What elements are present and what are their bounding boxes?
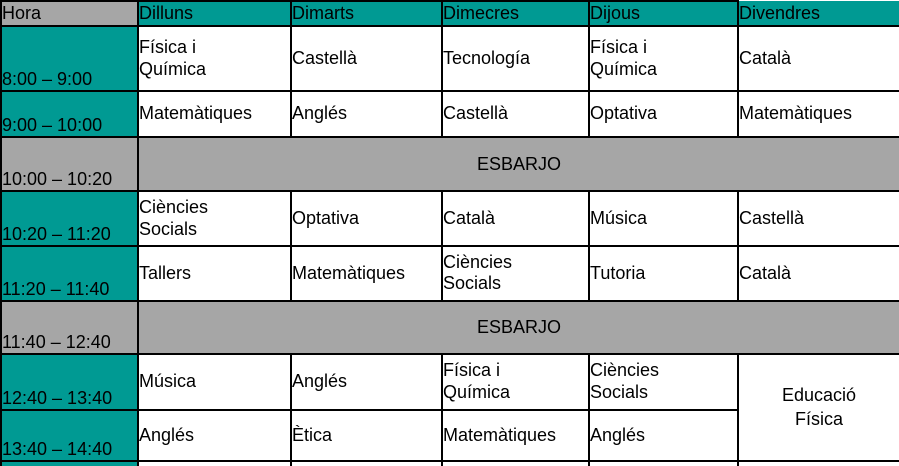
cutoff-time-cell [0, 459, 139, 466]
cutoff-cell [441, 459, 590, 466]
row-break-1: 10:00 – 10:20 ESBARJO [0, 135, 899, 193]
subject-cell: Ciències Socials [588, 352, 739, 412]
subject-cell: Matemàtiques [441, 409, 590, 462]
row-cutoff-sliver [0, 459, 899, 466]
subject-cell: Català [441, 190, 590, 248]
subject-cell: Optativa [290, 190, 443, 248]
time-cell: 11:40 – 12:40 [0, 299, 139, 355]
subject-cell: Física i Química [137, 25, 292, 93]
subject-cell: Anglés [290, 90, 443, 138]
break-cell-esbarjo: ESBARJO [137, 299, 899, 355]
subject-cell: Música [588, 190, 739, 248]
cutoff-cell [290, 459, 443, 466]
cutoff-cell [737, 459, 899, 466]
subject-cell: Ciències Socials [441, 245, 590, 302]
cutoff-cell [588, 459, 739, 466]
subject-cell: Tallers [137, 245, 292, 302]
subject-cell: Optativa [588, 90, 739, 138]
header-cell-hora: Hora [0, 0, 139, 28]
subject-cell: Física i Química [441, 352, 590, 412]
subject-cell: Castellà [441, 90, 590, 138]
subject-cell: Tutoria [588, 245, 739, 302]
subject-cell: Castellà [290, 25, 443, 93]
subject-cell: Matemàtiques [290, 245, 443, 302]
row-1240-1340: 12:40 – 13:40 Música Anglés Física i Quí… [0, 352, 899, 462]
subject-cell: Música [137, 352, 292, 412]
subject-cell: Anglés [290, 352, 443, 412]
cutoff-cell [137, 459, 292, 466]
row-9-10: 9:00 – 10:00 Matemàtiques Anglés Castell… [0, 90, 899, 138]
time-cell: 10:20 – 11:20 [0, 190, 139, 248]
subject-cell: Física i Química [588, 25, 739, 93]
time-cell: 8:00 – 9:00 [0, 25, 139, 93]
header-cell-divendres: Divendres [737, 1, 899, 28]
time-cell: 13:40 – 14:40 [0, 409, 139, 462]
header-cell-dimecres: Dimecres [441, 0, 590, 28]
subject-cell: Català [737, 25, 899, 93]
subject-cell: Castellà [737, 190, 899, 248]
subject-cell: Ètica [290, 409, 443, 462]
subject-cell: Anglés [137, 409, 292, 462]
time-cell: 12:40 – 13:40 [0, 352, 139, 412]
time-cell: 10:00 – 10:20 [0, 135, 139, 193]
header-cell-dimarts: Dimarts [290, 0, 443, 28]
header-cell-dijous: Dijous [588, 0, 739, 28]
subject-cell: Ciències Socials [137, 190, 292, 248]
subject-cell: Tecnología [441, 25, 590, 93]
subject-cell-merged-educacio-fisica: Educació Física [737, 352, 899, 462]
header-row: Hora Dilluns Dimarts Dimecres Dijous Div… [0, 0, 899, 28]
subject-cell: Matemàtiques [137, 90, 292, 138]
row-8-9: 8:00 – 9:00 Física i Química Castellà Te… [0, 25, 899, 93]
subject-cell: Català [737, 245, 899, 302]
break-cell-esbarjo: ESBARJO [137, 135, 899, 193]
header-cell-dilluns: Dilluns [137, 0, 292, 28]
time-cell: 11:20 – 11:40 [0, 245, 139, 302]
row-1340-1440: 13:40 – 14:40 Anglés Ètica Matemàtiques … [0, 409, 899, 462]
row-1020-1120: 10:20 – 11:20 Ciències Socials Optativa … [0, 190, 899, 248]
row-break-2: 11:40 – 12:40 ESBARJO [0, 299, 899, 355]
subject-cell: Matemàtiques [737, 90, 899, 138]
row-1120-1140: 11:20 – 11:40 Tallers Matemàtiques Ciènc… [0, 245, 899, 302]
subject-cell: Anglés [588, 409, 739, 462]
time-cell: 9:00 – 10:00 [0, 90, 139, 138]
